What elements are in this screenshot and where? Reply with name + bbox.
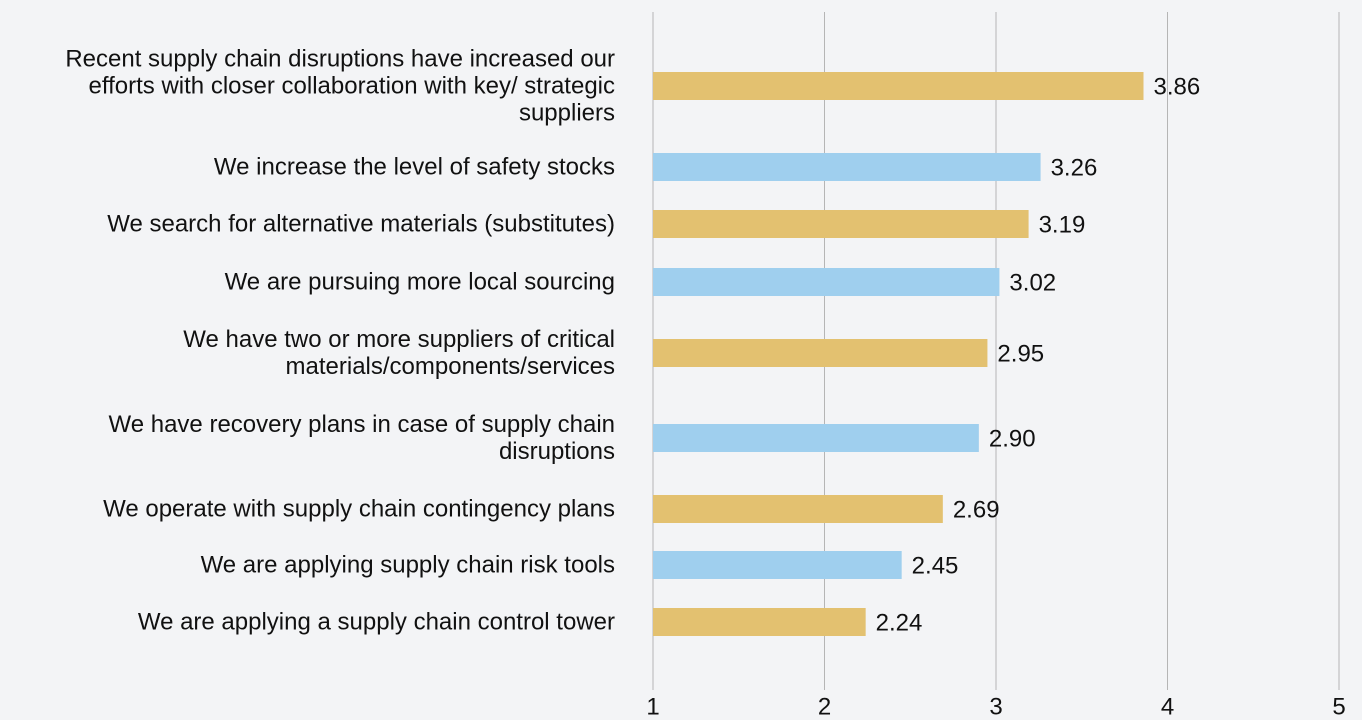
- bar: [653, 268, 1000, 296]
- value-label: 3.19: [1039, 211, 1086, 238]
- bar: [653, 339, 988, 367]
- category-label: We have two or more suppliers of critica…: [183, 326, 615, 380]
- category-label: We are applying a supply chain control t…: [137, 608, 615, 636]
- bar: [653, 495, 943, 523]
- bar: [653, 608, 866, 636]
- x-tick-label: 1: [646, 693, 659, 720]
- value-label: 2.90: [989, 425, 1036, 452]
- category-label: We search for alternative materials (sub…: [107, 210, 615, 238]
- value-label: 2.45: [912, 552, 959, 579]
- category-label: Recent supply chain disruptions have inc…: [65, 45, 615, 127]
- bar: [653, 424, 979, 452]
- category-label: We operate with supply chain contingency…: [103, 495, 615, 523]
- value-label: 2.95: [997, 340, 1044, 367]
- category-label: We are applying supply chain risk tools: [200, 551, 615, 579]
- x-tick-label: 3: [989, 693, 1002, 720]
- x-tick-label: 5: [1332, 693, 1345, 720]
- value-label: 3.02: [1009, 269, 1056, 296]
- value-label: 2.69: [953, 496, 1000, 523]
- bar: [653, 153, 1041, 181]
- bar: [653, 551, 902, 579]
- x-tick-label: 2: [818, 693, 831, 720]
- value-label: 2.24: [876, 609, 923, 636]
- category-label: We have recovery plans in case of supply…: [108, 411, 616, 465]
- bar: [653, 72, 1144, 100]
- bar: [653, 210, 1029, 238]
- x-tick-label: 4: [1161, 693, 1174, 720]
- category-label: We are pursuing more local sourcing: [224, 268, 615, 296]
- value-label: 3.26: [1051, 154, 1098, 181]
- value-label: 3.86: [1153, 73, 1200, 100]
- category-label: We increase the level of safety stocks: [213, 153, 615, 181]
